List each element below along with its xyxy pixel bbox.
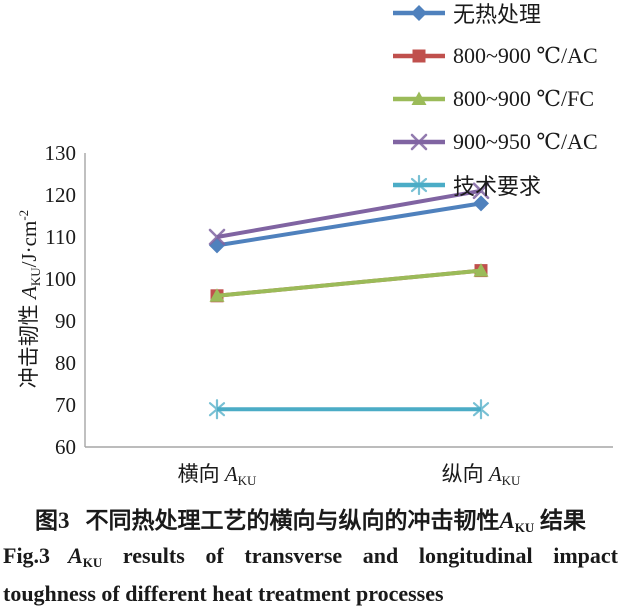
caption-zh-figure-number: 图3 (34, 508, 70, 533)
x-marker-icon-s3p1 (472, 182, 490, 200)
caption-zh-text: 不同热处理工艺的横向与纵向的冲击韧性 (85, 508, 500, 533)
y-tick-label: 90 (55, 309, 76, 333)
caption-en-text: results of transverse and longitudinal i… (3, 543, 618, 606)
y-axis-unit-exponent: -2 (16, 209, 31, 221)
y-tick-label: 70 (55, 393, 76, 417)
line-chart-plot-area: 60 70 80 90 100 110 120 130 (45, 141, 613, 459)
y-axis-title: 冲击韧性 AKU/J·cm-2 (13, 149, 43, 449)
caption-zh-suffix: 结果 (534, 508, 587, 533)
caption-zh-symbol: A (499, 508, 515, 533)
square-marker-icon-legend1 (412, 49, 426, 62)
diamond-marker-icon-legend0 (411, 4, 427, 21)
x-category-text: 纵向 (441, 462, 489, 486)
y-tick-label: 130 (45, 141, 77, 165)
x-category-symbol: A (488, 462, 502, 486)
legend-key-triangle-icon (393, 91, 445, 105)
legend-label: 900~950 ℃/AC (453, 128, 598, 154)
x-category-symbol-subscript: KU (237, 473, 257, 488)
legend-key-diamond-icon (393, 4, 445, 21)
y-axis-symbol: A (17, 286, 41, 299)
legend-label: 800~900 ℃/FC (453, 85, 595, 111)
legend-key-square-icon (393, 49, 445, 62)
caption-en-symbol-subscript: KU (82, 555, 103, 570)
x-category-symbol: A (224, 462, 238, 486)
x-category-text: 横向 (177, 462, 225, 486)
legend-key-asterisk-icon (393, 174, 445, 195)
legend-label: 800~900 ℃/AC (453, 42, 598, 68)
legend-item-0: 无热处理 (391, 0, 598, 34)
y-axis-symbol-subscript: KU (28, 267, 43, 287)
x-category-label-1: 纵向 AKU (442, 458, 521, 489)
legend-key-x-icon (393, 133, 445, 150)
legend-item-3: 900~950 ℃/AC (391, 120, 598, 163)
legend-item-1: 800~900 ℃/AC (391, 34, 598, 77)
asterisk-marker-icon-s4p1 (472, 399, 490, 420)
legend-label: 无热处理 (453, 1, 542, 27)
chart-legend: 无热处理 800~900 ℃/AC 800~900 ℃/FC 900~950 ℃/AC… (391, 0, 598, 206)
y-tick-label: 120 (45, 183, 77, 207)
x-marker-icon-legend3 (410, 133, 428, 150)
y-axis-title-text: 冲击韧性 (17, 298, 41, 389)
series-line-3 (216, 188, 482, 239)
caption-english: Fig.3 AKU results of transverse and longi… (3, 540, 618, 609)
y-tick-label: 80 (55, 351, 76, 375)
x-category-symbol-subscript: KU (501, 473, 521, 488)
asterisk-marker-icon-s4p0 (208, 399, 226, 420)
triangle-marker-icon-s2p1 (473, 263, 489, 277)
series-line-0 (216, 201, 482, 248)
caption-en-figure-number: Fig.3 (3, 543, 51, 568)
legend-item-4: 技术要求 (391, 163, 598, 206)
triangle-marker-icon-s2p0 (209, 288, 225, 302)
series-line-2 (216, 268, 482, 298)
triangle-marker-icon-legend2 (411, 91, 427, 105)
x-category-label-0: 横向 AKU (178, 458, 257, 489)
legend-item-2: 800~900 ℃/FC (391, 77, 598, 120)
x-marker-icon-s3p0 (208, 228, 226, 246)
y-tick-label: 60 (55, 435, 76, 459)
asterisk-marker-icon-legend4 (410, 174, 428, 195)
diamond-marker-icon-s0p1 (473, 195, 489, 212)
caption-en-symbol: A (68, 543, 83, 568)
y-tick-label: 110 (45, 225, 76, 249)
caption-zh-symbol-subscript: KU (514, 520, 535, 535)
caption-chinese: 图3 不同热处理工艺的横向与纵向的冲击韧性AKU 结果 (0, 501, 621, 536)
y-axis-unit: /J·cm (17, 220, 41, 268)
diamond-marker-icon-s0p0 (209, 237, 225, 254)
legend-label: 技术要求 (453, 173, 542, 199)
y-tick-label: 100 (45, 267, 77, 291)
